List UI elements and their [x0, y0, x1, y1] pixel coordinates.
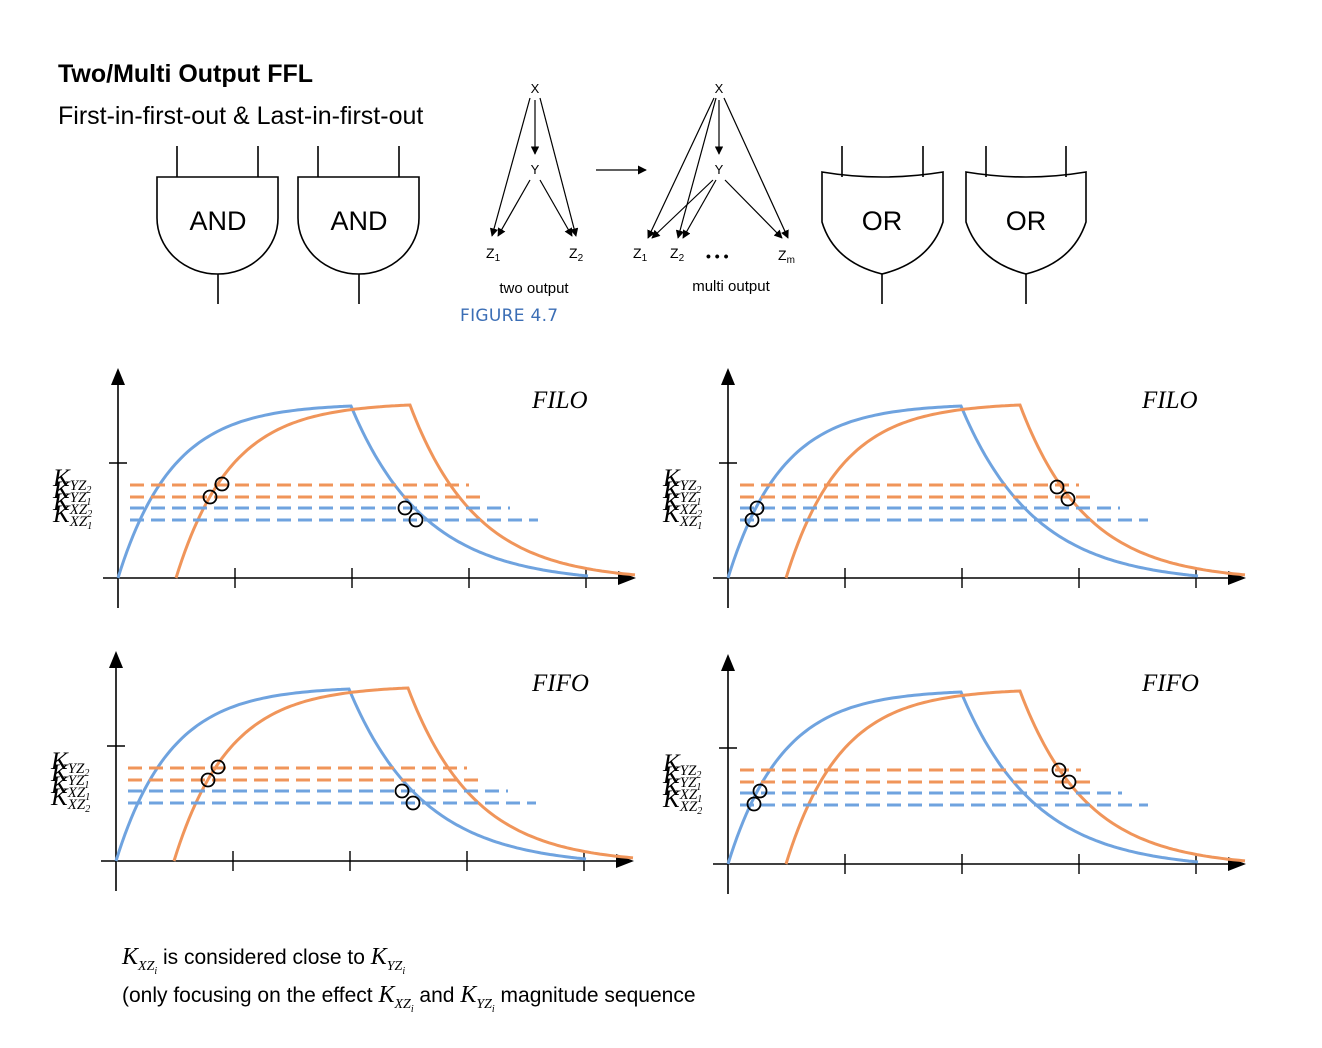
- note-line-1: KXZi is considered close to KYZi: [122, 944, 406, 977]
- y-response-curve: [172, 686, 634, 862]
- and-gate-2-label: AND: [330, 206, 387, 236]
- page-title: Two/Multi Output FFL: [58, 60, 314, 88]
- threshold-label: KYZ1: [50, 760, 89, 791]
- panel-label: FILO: [1141, 387, 1198, 414]
- crossing-marker: [397, 500, 413, 516]
- threshold-label: KYZ2: [662, 750, 701, 781]
- figure-caption: FIGURE 4.7: [460, 306, 559, 326]
- page-subtitle: First-in-first-out & Last-in-first-out: [58, 102, 424, 130]
- node-z2: Z2: [569, 245, 584, 264]
- x-response-curve: [116, 404, 589, 579]
- threshold-label: KYZ1: [662, 762, 701, 793]
- crossing-marker: [752, 783, 768, 799]
- or-gate-2: OR: [965, 146, 1087, 304]
- crossing-marker: [394, 783, 410, 799]
- crossing-marker: [746, 796, 762, 812]
- y-response-curve: [784, 403, 1246, 579]
- y-axis-arrow: [109, 651, 123, 668]
- note-line-2: (only focusing on the effect KXZi and KY…: [122, 982, 696, 1015]
- or-gate-1: OR: [821, 146, 944, 304]
- ellipsis: • • •: [706, 248, 729, 264]
- crossing-marker: [1049, 479, 1065, 495]
- ffl-diagram: AND AND X Y Z1 Z2 two output X Y Z1 Z2 •: [156, 81, 1087, 304]
- x-response-curve: [114, 687, 587, 862]
- y-axis-arrow: [111, 368, 125, 385]
- two-output-caption: two output: [499, 280, 569, 297]
- threshold-label: KYZ2: [662, 465, 701, 496]
- node-y: Y: [531, 162, 540, 177]
- crossing-marker: [744, 512, 760, 528]
- node-z1-multi: Z1: [633, 245, 648, 264]
- node-x: X: [531, 81, 540, 96]
- crossing-marker: [200, 772, 216, 788]
- k-yzi-symbol: KYZi: [370, 944, 406, 977]
- and-gate-1-label: AND: [189, 206, 246, 236]
- response-panels: FILOKYZ2KYZ1KXZ2KXZ1FILOKYZ2KYZ1KXZ2KXZ1…: [50, 368, 1246, 894]
- threshold-label: KXZ1: [52, 501, 92, 532]
- crossing-marker: [214, 476, 230, 492]
- y-axis-arrow: [721, 368, 735, 385]
- multi-output-ffl: X Y Z1 Z2 • • • Zm multi output: [633, 81, 795, 295]
- node-zm: Zm: [778, 247, 795, 266]
- panel-label: FILO: [531, 387, 588, 414]
- y-response-curve: [174, 403, 636, 579]
- crossing-marker: [408, 512, 424, 528]
- k-xzi-symbol: KXZi: [122, 944, 158, 977]
- threshold-label: KXZ1: [662, 501, 702, 532]
- threshold-label: KYZ1: [662, 477, 701, 508]
- crossing-marker: [1060, 491, 1076, 507]
- threshold-label: KXZ2: [662, 786, 702, 817]
- crossing-marker: [749, 500, 765, 516]
- x-response-curve: [726, 690, 1199, 865]
- and-gate-1: AND: [156, 146, 279, 304]
- crossing-marker: [202, 489, 218, 505]
- panel-label: FIFO: [531, 670, 589, 697]
- threshold-label: KXZ1: [662, 774, 702, 805]
- y-axis-arrow: [721, 654, 735, 671]
- crossing-marker: [405, 795, 421, 811]
- and-gate-2: AND: [297, 146, 420, 304]
- multi-output-caption: multi output: [692, 278, 770, 295]
- y-response-curve: [784, 689, 1246, 865]
- threshold-label: KXZ2: [662, 489, 702, 520]
- threshold-label: KXZ2: [50, 784, 90, 815]
- two-output-ffl: X Y Z1 Z2 two output: [486, 81, 584, 297]
- node-y-multi: Y: [715, 162, 724, 177]
- or-gate-1-label: OR: [862, 206, 903, 236]
- or-gate-2-label: OR: [1006, 206, 1047, 236]
- threshold-label: KXZ2: [52, 489, 92, 520]
- crossing-marker: [1061, 774, 1077, 790]
- threshold-label: KYZ2: [50, 748, 89, 779]
- crossing-marker: [1051, 762, 1067, 778]
- node-z1: Z1: [486, 245, 501, 264]
- node-z2-multi: Z2: [670, 245, 685, 264]
- threshold-label: KXZ1: [50, 772, 90, 803]
- threshold-label: KYZ2: [52, 465, 91, 496]
- threshold-label: KYZ1: [52, 477, 91, 508]
- x-response-curve: [726, 404, 1199, 579]
- panel-label: FIFO: [1141, 670, 1199, 697]
- crossing-marker: [210, 759, 226, 775]
- node-x-multi: X: [715, 81, 724, 96]
